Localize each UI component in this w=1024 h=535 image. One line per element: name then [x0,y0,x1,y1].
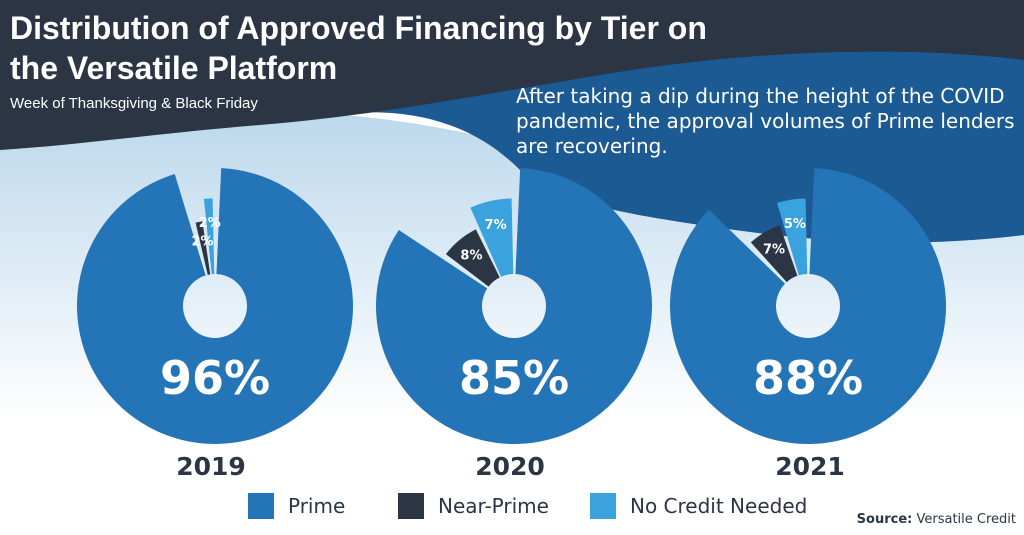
legend-item-near-prime: Near-Prime [398,493,549,519]
data-label-near-prime-2021: 7% [763,243,785,258]
legend-label-no-credit-needed: No Credit Needed [630,494,808,518]
legend-label-prime: Prime [288,494,346,518]
data-label-no-credit-needed-2019: 2% [199,216,221,231]
data-label-near-prime-2019: 2% [191,234,213,249]
slice-no-credit-needed-2021 [777,198,808,276]
data-label-no-credit-needed-2021: 5% [784,217,806,232]
legend-label-near-prime: Near-Prime [438,494,549,518]
chart-title: Distribution of Approved Financing by Ti… [10,10,707,86]
pie-chart-2021: 88% 7% 5% [670,168,946,444]
legend-swatch-prime [248,493,274,519]
data-label-near-prime-2020: 8% [460,249,482,264]
slice-prime-2019 [77,168,354,444]
pie-chart-2020: 85% 8% 7% [376,168,653,444]
annotation-text: After taking a dip during the height of … [516,84,1015,158]
data-label-prime-2019: 96% [160,351,270,405]
legend-swatch-near-prime [398,493,424,519]
slice-near-prime-2020 [445,229,500,287]
source-label: Source: [856,512,913,527]
slice-near-prime-2019 [195,221,211,275]
slice-near-prime-2021 [750,225,798,283]
slice-no-credit-needed-2020 [470,198,514,277]
legend-item-prime: Prime [248,493,345,519]
year-label-2021: 2021 [775,452,845,481]
legend-item-no-credit-needed: No Credit Needed [590,493,807,519]
source-value: Versatile Credit [916,512,1016,527]
source-note: Source: Versatile Credit [857,512,1016,527]
data-label-no-credit-needed-2020: 7% [485,218,507,233]
pie-chart-2019: 96% 2% 2% [77,168,354,444]
slice-prime-2020 [376,168,653,444]
slice-no-credit-needed-2019 [203,198,215,275]
chart-subtitle: Week of Thanksgiving & Black Friday [10,95,258,112]
slice-prime-2021 [670,168,946,444]
year-label-2020: 2020 [475,452,545,481]
legend-swatch-no-credit-needed [590,493,616,519]
year-label-2019: 2019 [176,452,246,481]
dark-wave [0,0,1024,150]
data-label-prime-2021: 88% [753,351,863,405]
data-label-prime-2020: 85% [459,351,569,405]
